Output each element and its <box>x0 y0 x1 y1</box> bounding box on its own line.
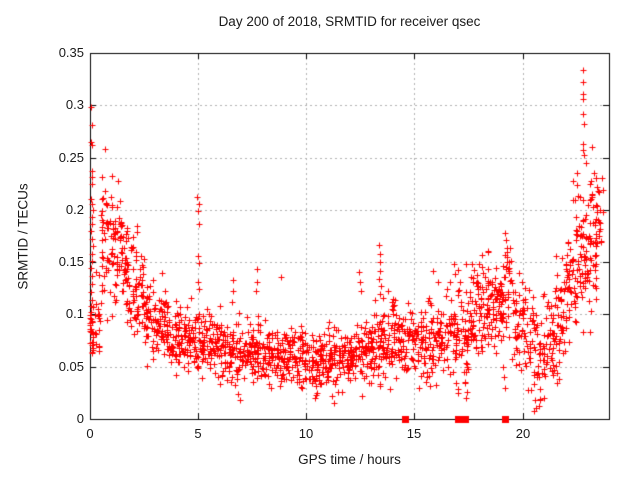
x-tick-label: 0 <box>86 426 94 441</box>
x-axis-label: GPS time / hours <box>298 452 401 467</box>
y-axis-label: SRMTID / TECUs <box>15 183 31 290</box>
y-tick-label: 0 <box>76 411 84 426</box>
x-tick-label: 20 <box>515 426 531 441</box>
y-tick-label: 0.15 <box>58 254 84 269</box>
x-tick-label: 5 <box>194 426 202 441</box>
y-tick-label: 0.2 <box>65 202 84 217</box>
y-tick-label: 0.25 <box>58 150 84 165</box>
y-tick-label: 0.05 <box>58 359 84 374</box>
y-tick-label: 0.35 <box>58 45 84 60</box>
y-tick-label: 0.3 <box>65 97 84 112</box>
x-tick-label: 15 <box>406 426 422 441</box>
y-tick-label: 0.1 <box>65 306 84 321</box>
x-tick-label: 10 <box>298 426 314 441</box>
